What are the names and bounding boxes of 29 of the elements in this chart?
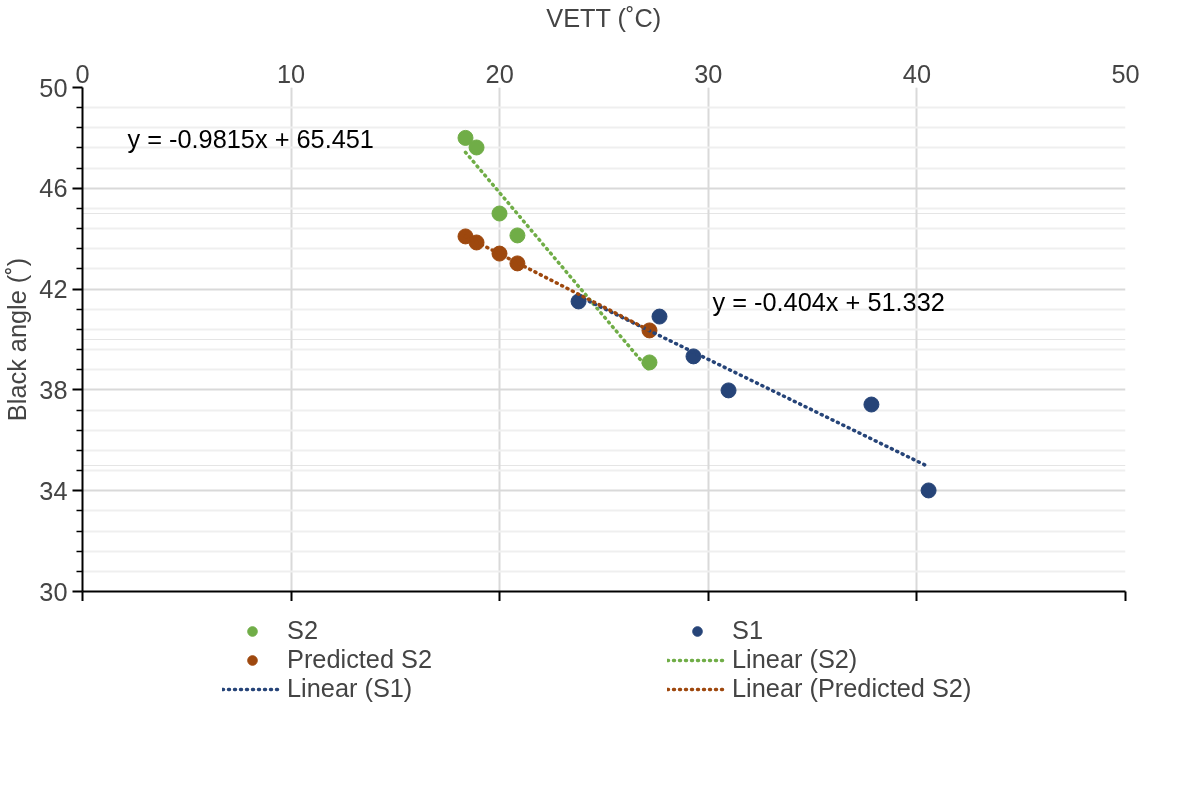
legend-label: S1 — [732, 616, 764, 645]
legend-label: Predicted S2 — [287, 645, 434, 674]
y-tick-label: 34 — [39, 476, 68, 505]
point — [491, 205, 508, 222]
x-tick-label: 20 — [485, 59, 514, 88]
point — [920, 482, 937, 499]
point — [457, 129, 474, 146]
point — [863, 396, 880, 413]
x-tick-label: 50 — [1111, 59, 1140, 88]
legend-label: Linear (S1) — [287, 674, 414, 703]
x-tick-label: 10 — [277, 59, 306, 88]
y-tick-label: 30 — [39, 577, 68, 606]
x-axis-title: VETT (˚C) — [546, 3, 662, 32]
x-tick-label: 30 — [694, 59, 723, 88]
point — [720, 382, 737, 399]
x-tick-label: 0 — [75, 59, 90, 88]
point — [468, 139, 485, 156]
legend-label: S2 — [287, 616, 319, 645]
x-tick-label: 40 — [902, 59, 931, 88]
point — [509, 227, 526, 244]
y-axis-title: Black angle (˚) — [3, 257, 32, 422]
y-tick-label: 42 — [39, 275, 68, 304]
annotation: y = -0.9815x + 65.451 — [127, 124, 374, 153]
point — [651, 308, 668, 325]
y-tick-label: 46 — [39, 174, 68, 203]
legend-label: Linear (Predicted S2) — [732, 674, 973, 703]
y-tick-label: 38 — [39, 375, 68, 404]
annotation: y = -0.404x + 51.332 — [712, 287, 945, 316]
legend-label: Linear (S2) — [732, 645, 859, 674]
